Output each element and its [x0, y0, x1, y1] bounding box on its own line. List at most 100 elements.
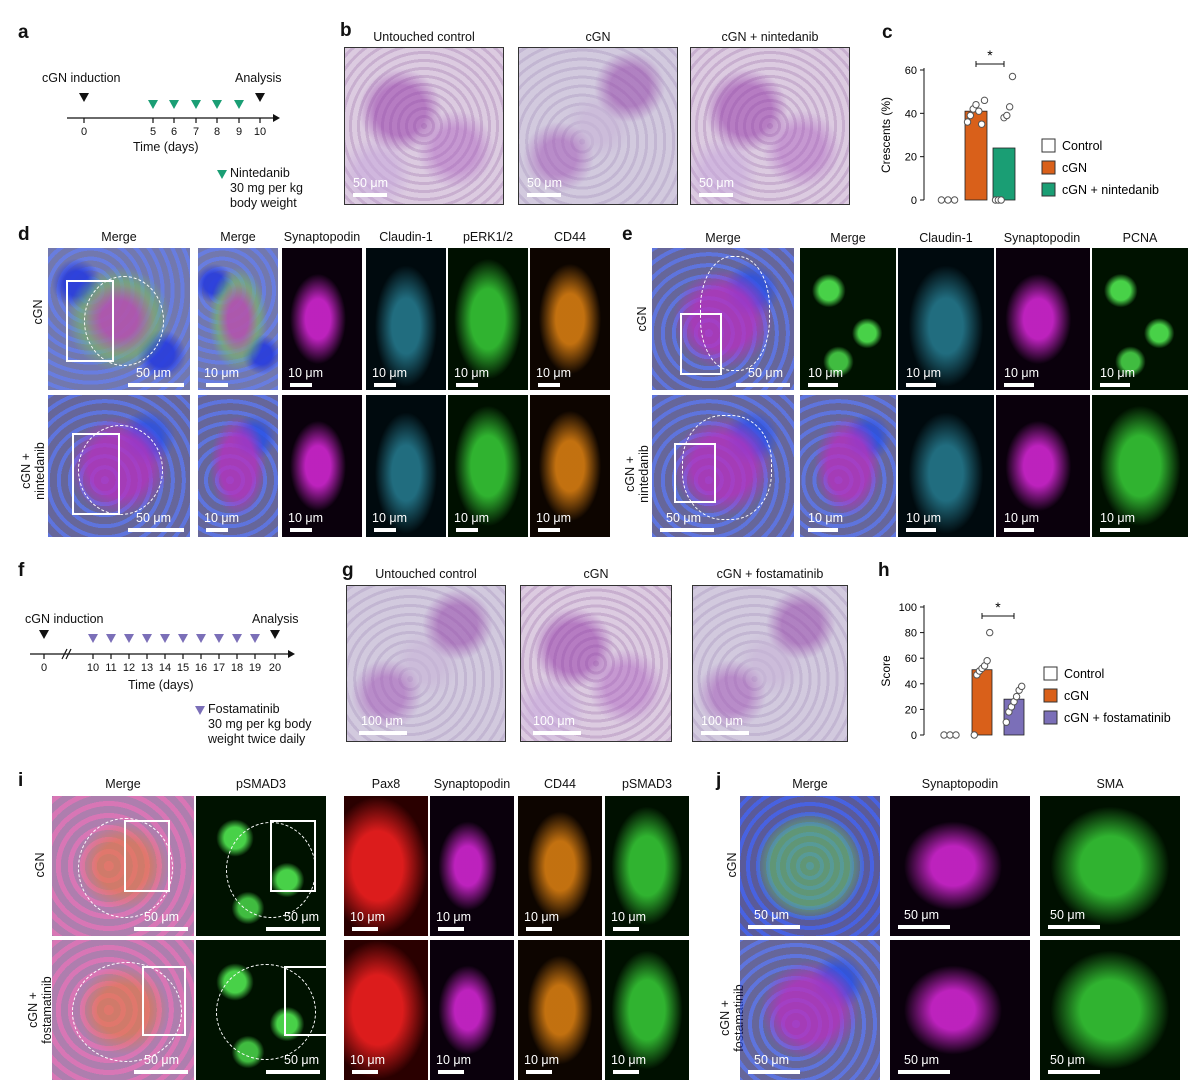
- column-header: pSMAD3: [235, 777, 287, 791]
- timeline-f-tick: 14: [158, 662, 172, 674]
- column-header: Claudin-1: [919, 231, 973, 245]
- legend-label: cGN + nintedanib: [1062, 183, 1159, 197]
- fluorescence-image: 10 μm: [530, 395, 610, 537]
- data-point: [983, 657, 991, 665]
- scale-label: 50 μm: [699, 176, 734, 190]
- fluorescence-image: 10 μm: [605, 796, 689, 936]
- timeline-a-tick: 8: [213, 126, 221, 138]
- column-header: Merge: [220, 230, 256, 244]
- fluorescence-image: 10 μm: [518, 796, 602, 936]
- histology-image: 50 μm: [344, 47, 504, 205]
- fluorescence-image: 10 μm: [448, 248, 528, 390]
- timeline-f-tick: 20: [268, 662, 282, 674]
- fluorescence-image: 10 μm: [898, 248, 994, 390]
- timeline-f-axis: [30, 630, 295, 660]
- timeline-a-drug: Nintedanib: [230, 166, 290, 180]
- legend-swatch: [1043, 688, 1058, 703]
- fluorescence-image: 10 μm: [282, 395, 362, 537]
- timeline-f-xlabel: Time (days): [128, 678, 194, 692]
- fluorescence-image: 10 μm: [430, 796, 514, 936]
- row-label: cGN + fostamatinib: [26, 976, 54, 1044]
- data-point: [940, 731, 948, 739]
- fluorescence-image: 10 μm: [430, 940, 514, 1080]
- y-axis-label: Crescents (%): [879, 97, 893, 173]
- panel-label-f: f: [18, 560, 25, 581]
- histology-image: 50 μm: [518, 47, 678, 205]
- data-point: [950, 196, 959, 204]
- fluorescence-image: 10 μm: [344, 796, 428, 936]
- data-point: [1002, 718, 1010, 726]
- data-point: [977, 120, 986, 128]
- data-point: [1003, 111, 1011, 120]
- histology-image: 100 μm: [692, 585, 848, 742]
- panel-label-j: j: [716, 770, 722, 791]
- timeline-f-tick: 13: [140, 662, 154, 674]
- histology-image: 100 μm: [346, 585, 506, 742]
- y-tick-label: 0: [911, 730, 917, 742]
- scale-bar: [527, 193, 561, 197]
- fluorescence-image: 50 μm: [196, 796, 326, 936]
- column-header: Synaptopodin: [283, 230, 361, 244]
- data-point: [952, 731, 960, 739]
- timeline-f-tick: 18: [230, 662, 244, 674]
- fluorescence-image: 10 μm: [344, 940, 428, 1080]
- column-header: Merge: [830, 231, 866, 245]
- column-header: SMA: [1096, 777, 1124, 791]
- row-label: cGN: [33, 852, 47, 878]
- y-axis-label: Score: [879, 655, 893, 687]
- fluorescence-image: 50 μm: [1040, 796, 1180, 936]
- timeline-a-dose: body weight: [230, 196, 297, 210]
- fluorescence-image: 10 μm: [282, 248, 362, 390]
- panel-label-b: b: [340, 20, 352, 41]
- fluorescence-image: 10 μm: [800, 248, 896, 390]
- row-label: cGN: [635, 306, 649, 332]
- y-tick-label: 40: [905, 679, 917, 691]
- chart-crescents: Crescents (%) 0 20 40 60 * Control cGN cGN + nin…: [879, 50, 1159, 207]
- timeline-a-tick: 6: [170, 126, 178, 138]
- panel-label-d: d: [18, 224, 30, 245]
- row-label: cGN: [31, 299, 45, 325]
- y-tick-label: 60: [905, 65, 917, 77]
- column-header: CD44: [554, 230, 586, 244]
- significance-star: *: [987, 50, 993, 63]
- timeline-a-tick: 5: [149, 126, 157, 138]
- fluorescence-image: 10 μm: [198, 395, 278, 537]
- fluorescence-image: 50 μm: [48, 248, 190, 390]
- data-point: [975, 107, 983, 115]
- panel-g-title: cGN: [583, 567, 609, 581]
- timeline-a-xlabel: Time (days): [133, 140, 199, 154]
- fluorescence-image: 10 μm: [800, 395, 896, 537]
- data-point: [944, 196, 952, 204]
- legend-label: cGN + fostamatinib: [1064, 711, 1171, 725]
- row-label: cGN: [725, 852, 739, 878]
- scale-bar: [699, 193, 733, 197]
- data-point: [937, 196, 946, 204]
- panel-label-i: i: [18, 770, 24, 791]
- column-header: Claudin-1: [379, 230, 433, 244]
- panel-label-g: g: [342, 560, 354, 581]
- timeline-f-tick: 0: [40, 662, 48, 674]
- fluorescence-image: 50 μm: [652, 395, 794, 537]
- data-point: [1008, 72, 1017, 81]
- column-header: Pax8: [371, 777, 401, 791]
- y-tick-label: 80: [905, 628, 917, 640]
- timeline-f-dose: weight twice daily: [208, 732, 306, 746]
- data-point: [980, 96, 989, 105]
- data-point: [970, 731, 978, 739]
- fluorescence-image: 50 μm: [740, 796, 880, 936]
- fluorescence-image: 10 μm: [898, 395, 994, 537]
- column-header: PCNA: [1122, 231, 1158, 245]
- legend-label: Control: [1064, 667, 1104, 681]
- y-tick-label: 60: [905, 653, 917, 665]
- significance-star: *: [995, 599, 1001, 615]
- timeline-f-tick: 15: [176, 662, 190, 674]
- timeline-f-tick: 17: [212, 662, 226, 674]
- y-tick-label: 20: [905, 152, 917, 164]
- fluorescence-image: 10 μm: [530, 248, 610, 390]
- column-header: Merge: [101, 230, 137, 244]
- legend-swatch: [1041, 182, 1056, 197]
- timeline-f-dose: 30 mg per kg body: [208, 717, 312, 731]
- y-tick-label: 40: [905, 108, 917, 120]
- timeline-a-tick: 10: [253, 126, 267, 138]
- data-point: [1012, 692, 1021, 701]
